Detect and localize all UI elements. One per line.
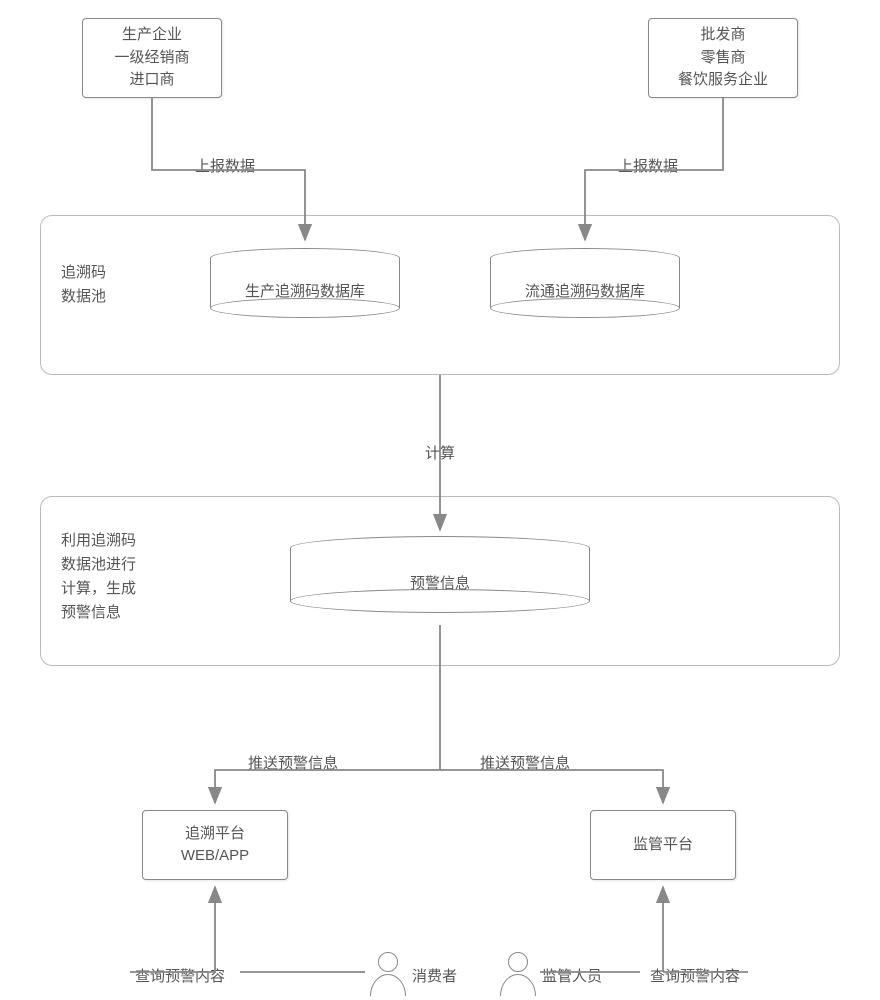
source-distributors-line3: 餐饮服务企业 bbox=[678, 69, 768, 92]
warning-info-label: 预警信息 bbox=[290, 572, 590, 593]
consumer-label: 消费者 bbox=[412, 965, 457, 986]
edge-query-left: 查询预警内容 bbox=[135, 965, 225, 986]
warn-label-line1: 利用追溯码 bbox=[61, 529, 136, 553]
source-producers-line2: 一级经销商 bbox=[114, 47, 189, 70]
actor-head-icon bbox=[508, 952, 528, 972]
consumer-actor bbox=[370, 952, 406, 996]
warn-label-line4: 预警信息 bbox=[61, 601, 136, 625]
edge-query-right: 查询预警内容 bbox=[650, 965, 740, 986]
edge-report-left: 上报数据 bbox=[195, 155, 255, 176]
production-db-label: 生产追溯码数据库 bbox=[210, 280, 400, 301]
source-distributors-line2: 零售商 bbox=[700, 47, 745, 70]
edge-push-left: 推送预警信息 bbox=[248, 752, 338, 773]
source-producers-line1: 生产企业 bbox=[122, 24, 182, 47]
edge-push-right: 推送预警信息 bbox=[480, 752, 570, 773]
supervision-platform-box: 监管平台 bbox=[590, 810, 736, 880]
warn-panel-label: 利用追溯码 数据池进行 计算，生成 预警信息 bbox=[61, 529, 136, 625]
trace-platform-line2: WEB/APP bbox=[181, 845, 249, 868]
trace-code-pool-panel: 追溯码 数据池 bbox=[40, 215, 840, 375]
source-producers-box: 生产企业 一级经销商 进口商 bbox=[82, 18, 222, 98]
regulator-label: 监管人员 bbox=[542, 965, 602, 986]
warn-label-line3: 计算，生成 bbox=[61, 577, 136, 601]
trace-platform-box: 追溯平台 WEB/APP bbox=[142, 810, 288, 880]
warn-label-line2: 数据池进行 bbox=[61, 553, 136, 577]
edge-report-right: 上报数据 bbox=[618, 155, 678, 176]
source-distributors-line1: 批发商 bbox=[700, 24, 745, 47]
actor-head-icon bbox=[378, 952, 398, 972]
circulation-db-label: 流通追溯码数据库 bbox=[490, 280, 680, 301]
production-db-cylinder: 生产追溯码数据库 bbox=[210, 258, 400, 318]
pool-label-line2: 数据池 bbox=[61, 285, 106, 309]
actor-body-icon bbox=[370, 974, 406, 996]
regulator-actor bbox=[500, 952, 536, 996]
trace-platform-line1: 追溯平台 bbox=[185, 823, 245, 846]
source-distributors-box: 批发商 零售商 餐饮服务企业 bbox=[648, 18, 798, 98]
supervision-platform-label: 监管平台 bbox=[633, 834, 693, 857]
edge-compute: 计算 bbox=[425, 442, 455, 463]
source-producers-line3: 进口商 bbox=[129, 69, 174, 92]
warning-info-cylinder: 预警信息 bbox=[290, 548, 590, 613]
pool-panel-label: 追溯码 数据池 bbox=[61, 261, 106, 309]
circulation-db-cylinder: 流通追溯码数据库 bbox=[490, 258, 680, 318]
pool-label-line1: 追溯码 bbox=[61, 261, 106, 285]
actor-body-icon bbox=[500, 974, 536, 996]
